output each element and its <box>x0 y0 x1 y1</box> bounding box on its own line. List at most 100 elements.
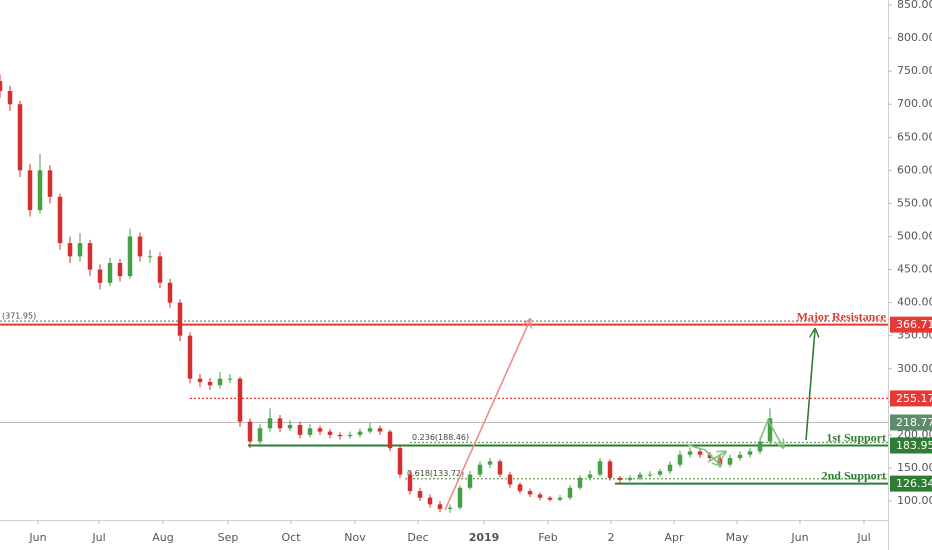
y-tick-label: 800.00 <box>897 31 932 44</box>
candle-body <box>107 262 113 283</box>
candle-body <box>507 474 513 485</box>
candle-body <box>207 381 213 386</box>
candle-body <box>407 474 413 492</box>
candle-body <box>677 454 683 465</box>
x-tick-label: Jul <box>91 531 105 544</box>
candle-body <box>67 243 73 257</box>
candle-body <box>47 170 53 197</box>
candle-body <box>477 464 483 475</box>
candle-body <box>727 458 733 465</box>
target-arrow <box>805 330 815 441</box>
level-text: 2nd Support <box>822 468 886 482</box>
x-tick-label: Feb <box>538 531 557 544</box>
y-tick-label: 500.00 <box>897 229 932 242</box>
pattern-arrow <box>759 418 783 447</box>
pattern-arrow <box>687 444 720 465</box>
candle-body <box>187 335 193 379</box>
y-tick-label: 850.00 <box>897 0 932 11</box>
candle-body <box>147 256 153 258</box>
x-tick-label: 2019 <box>469 531 500 544</box>
candle-body <box>97 269 103 283</box>
candle-body <box>487 461 493 465</box>
candles <box>0 74 773 513</box>
candle-body <box>357 431 363 435</box>
candle-body <box>57 196 63 244</box>
price-box-label: 255.17 <box>896 392 932 405</box>
candle-body <box>167 282 173 303</box>
candle-body <box>537 494 543 498</box>
candle-body <box>547 497 553 500</box>
candle-body <box>657 471 663 475</box>
x-tick-label: Jun <box>28 531 46 544</box>
candle-body <box>27 170 33 211</box>
projection-arrow <box>444 320 530 511</box>
price-box-label: 366.71 <box>896 318 932 331</box>
y-tick-label: 300.00 <box>897 362 932 375</box>
candle-body <box>77 243 83 257</box>
candle-body <box>647 474 653 476</box>
candle-body <box>127 236 133 277</box>
x-tick-label: Sep <box>218 531 239 544</box>
price-box-label: 218.77 <box>896 416 932 429</box>
candle-body <box>337 434 343 437</box>
candle-body <box>617 477 623 480</box>
level-label: (371.95) <box>2 312 36 321</box>
level-label: 0.236(188.46) <box>412 433 469 442</box>
candle-body <box>87 243 93 270</box>
candle-body <box>137 236 143 257</box>
candle-body <box>277 418 283 429</box>
candle-body <box>467 474 473 488</box>
candle-body <box>267 418 273 429</box>
candle-body <box>587 474 593 478</box>
candle-body <box>697 451 703 455</box>
candle-body <box>437 504 443 509</box>
candle-body <box>427 497 433 505</box>
candle-body <box>327 431 333 435</box>
candle-body <box>607 461 613 478</box>
candle-body <box>317 428 323 432</box>
price-box <box>890 316 932 333</box>
x-tick-label: Nov <box>344 531 366 544</box>
y-tick-label: 400.00 <box>897 296 932 309</box>
candle-body <box>627 477 633 480</box>
candle-body <box>247 421 253 442</box>
candle-body <box>377 428 383 432</box>
candle-body <box>387 431 393 449</box>
level-label: 0.618(133.72) <box>407 469 464 478</box>
price-box-label: 126.34 <box>896 477 932 490</box>
y-tick-label: 700.00 <box>897 97 932 110</box>
level-text: Major Resistance <box>797 309 887 323</box>
y-tick-label: 150.00 <box>897 461 932 474</box>
candle-body <box>557 497 563 500</box>
candle-body <box>237 378 243 422</box>
candle-body <box>497 461 503 475</box>
y-tick-label: 750.00 <box>897 64 932 77</box>
y-tick-label: 650.00 <box>897 130 932 143</box>
candle-body <box>117 262 123 277</box>
candle-body <box>457 487 463 508</box>
candle-body <box>287 424 293 429</box>
x-tick-label: Jul <box>856 531 870 544</box>
candle-body <box>737 454 743 459</box>
candle-body <box>0 81 3 91</box>
candle-body <box>707 454 713 459</box>
x-tick-label: Jun <box>790 531 808 544</box>
candle-body <box>767 418 773 442</box>
candle-body <box>7 90 13 105</box>
price-box <box>890 414 932 431</box>
candle-body <box>257 428 263 442</box>
candle-body <box>687 451 693 455</box>
candle-body <box>177 302 183 336</box>
y-tick-label: 100.00 <box>897 494 932 507</box>
price-box <box>890 437 932 454</box>
candle-body <box>37 170 43 211</box>
candle-body <box>567 487 573 498</box>
level-text: 1st Support <box>826 430 886 444</box>
candle-body <box>417 491 423 498</box>
candle-body <box>367 428 373 432</box>
candle-body <box>297 424 303 435</box>
candle-body <box>527 491 533 495</box>
candle-body <box>197 378 203 382</box>
